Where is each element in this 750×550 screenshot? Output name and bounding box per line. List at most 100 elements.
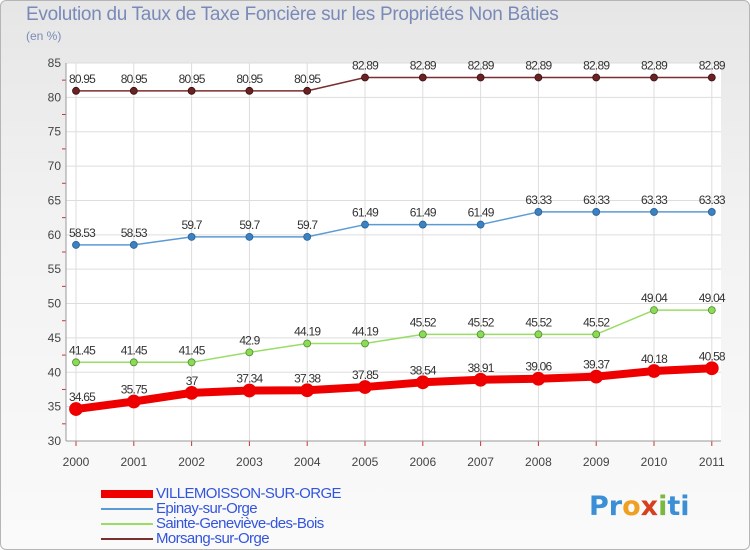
data-point (650, 306, 658, 315)
y-tick-label: 85 (48, 56, 62, 70)
data-label: 82.89 (352, 59, 379, 73)
data-point (592, 208, 601, 216)
data-point (245, 86, 254, 95)
y-tick-label: 65 (48, 193, 62, 207)
data-point (418, 220, 427, 229)
legend-swatch (101, 490, 153, 498)
data-label: 37.38 (294, 371, 321, 385)
data-label: 41.45 (69, 343, 96, 357)
y-tick-label: 50 (48, 297, 62, 311)
data-label: 80.95 (236, 72, 263, 86)
data-point (300, 383, 315, 398)
data-label: 34.65 (69, 390, 96, 404)
data-point (72, 358, 80, 367)
data-label: 61.49 (410, 206, 437, 220)
data-label: 39.06 (525, 360, 552, 374)
data-point (531, 371, 546, 386)
logo-text-x: x (640, 491, 659, 522)
data-label: 37.34 (236, 372, 263, 386)
data-point (184, 385, 199, 400)
logo-text-ti: ti (667, 491, 690, 522)
legend-label: Epinay-sur-Orge (156, 500, 258, 517)
data-point (187, 358, 196, 367)
y-tick-label: 45 (48, 331, 62, 345)
x-tick-label: 2007 (467, 455, 494, 469)
data-label: 61.49 (468, 206, 495, 220)
data-point (704, 361, 719, 376)
data-point (72, 241, 80, 249)
data-label: 82.89 (410, 59, 437, 73)
y-tick-label: 80 (48, 90, 62, 104)
data-label: 39.37 (583, 358, 610, 372)
chart-legend: VILLEMOISSON-SUR-ORGE Epinay-sur-Orge Sain… (101, 485, 421, 547)
data-point (534, 330, 543, 339)
y-tick-label: 75 (48, 125, 62, 139)
data-label: 59.7 (239, 218, 260, 232)
x-tick-label: 2002 (178, 455, 205, 469)
data-point (418, 73, 427, 82)
series-line (75, 211, 713, 246)
data-label: 44.19 (294, 324, 321, 338)
data-point (592, 330, 601, 339)
data-label: 63.33 (699, 193, 726, 207)
data-label: 82.89 (699, 59, 726, 73)
data-point (589, 369, 604, 384)
data-point (534, 73, 543, 82)
x-tick-label: 2003 (236, 455, 263, 469)
data-point (361, 220, 369, 229)
data-label: 38.54 (410, 363, 437, 377)
legend-label: Morsang-sur-Orge (156, 530, 270, 547)
data-point (647, 364, 661, 378)
data-label: 80.95 (69, 72, 96, 86)
x-tick-label: 2001 (120, 455, 147, 469)
series-line (75, 309, 713, 364)
data-label: 40.58 (699, 349, 726, 363)
data-label: 49.04 (641, 291, 668, 305)
legend-item: VILLEMOISSON-SUR-ORGE (101, 485, 421, 502)
data-point (129, 358, 138, 367)
data-label: 58.53 (121, 226, 148, 240)
y-tick-label: 55 (48, 262, 62, 276)
data-label: 45.52 (468, 315, 495, 329)
data-point (418, 330, 427, 339)
logo-text-o: o (622, 491, 641, 522)
chart-unit-label: (en %) (26, 29, 62, 43)
data-label: 82.89 (468, 59, 495, 73)
data-label: 37.85 (352, 368, 379, 382)
legend-swatch (101, 538, 153, 540)
data-label: 63.33 (641, 193, 668, 207)
data-point (707, 208, 716, 216)
legend-item: Epinay-sur-Orge (101, 500, 421, 517)
x-tick-label: 2006 (409, 455, 436, 469)
data-point (242, 383, 257, 398)
legend-item: Morsang-sur-Orge (101, 530, 421, 547)
data-label: 41.45 (121, 343, 148, 357)
data-label: 58.53 (69, 226, 96, 240)
data-label: 82.89 (641, 59, 668, 73)
data-label: 41.45 (179, 343, 206, 357)
data-label: 45.52 (410, 315, 437, 329)
data-label: 80.95 (121, 72, 148, 86)
x-tick-label: 2005 (352, 455, 379, 469)
y-tick-label: 30 (48, 434, 62, 448)
data-point (187, 86, 196, 95)
data-label: 40.18 (641, 352, 668, 366)
data-point (303, 232, 312, 241)
proxiti-logo: Proxiti (589, 491, 690, 522)
x-tick-label: 2004 (294, 455, 321, 469)
data-point (303, 339, 312, 348)
data-point (473, 372, 488, 387)
data-label: 80.95 (179, 72, 206, 86)
data-label: 59.7 (297, 218, 318, 232)
data-label: 59.7 (182, 218, 203, 232)
data-point (592, 73, 601, 82)
data-label: 38.91 (468, 361, 495, 375)
data-label: 80.95 (294, 72, 321, 86)
x-tick-label: 2010 (641, 455, 668, 469)
data-point (707, 306, 716, 315)
data-point (476, 330, 485, 339)
data-label: 45.52 (525, 315, 552, 329)
logo-text-i: i (658, 491, 668, 522)
